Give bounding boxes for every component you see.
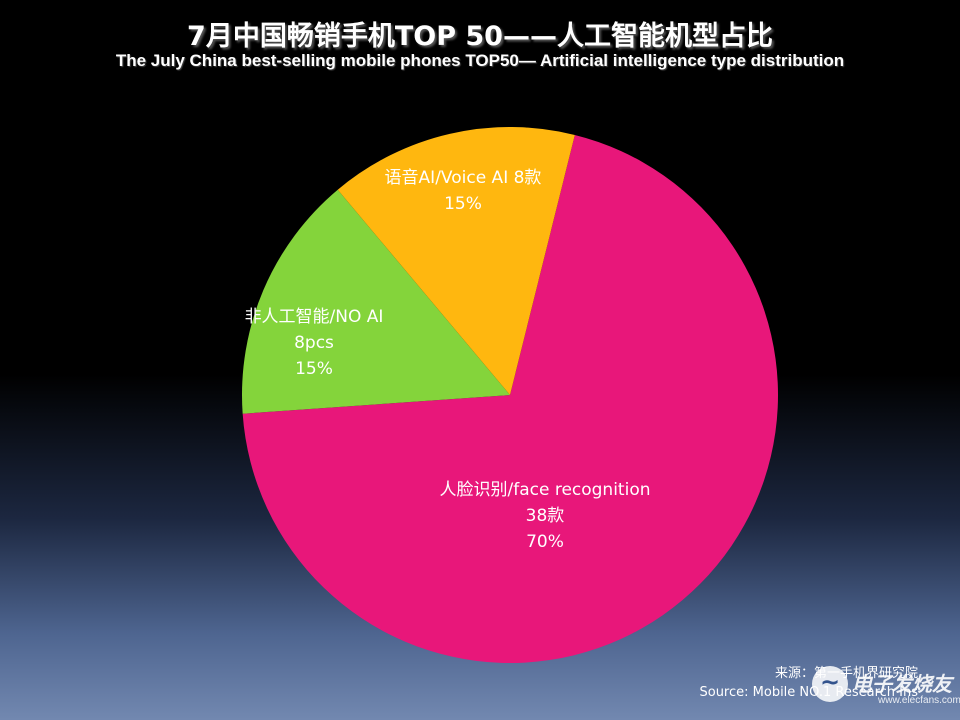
pie-slice-label-line: 非人工智能/NO AI — [245, 307, 384, 327]
watermark-name: 电子发烧友 — [852, 672, 952, 696]
pie-slice-label-line: 38款 — [526, 506, 565, 526]
pie-slice-label-line: 8pcs — [294, 333, 334, 353]
pie-slice-label-2: 非人工智能/NO AI 8pcs 15% — [245, 307, 384, 379]
pie-slice-label-line: 70% — [526, 532, 564, 552]
pie-slice-label-line: 人脸识别/face recognition — [439, 480, 650, 500]
pie-slice-label-line: 语音AI/Voice AI 8款 — [385, 168, 542, 188]
pie-slice-3 — [337, 126, 575, 395]
elecfans-watermark: 电子发烧友 www.elecfans.com — [812, 662, 960, 718]
pie-slice-1 — [242, 134, 778, 663]
pie-slice-label-3: 语音AI/Voice AI 8款 15% — [385, 168, 542, 214]
pie-slice-label-line: 15% — [295, 359, 333, 379]
elecfans-logo-icon — [812, 666, 848, 702]
source-note: 来源：第一手机界研究院 Source: Mobile NO.1 Research… — [699, 664, 918, 702]
chart-subtitle: The July China best-selling mobile phone… — [115, 51, 845, 70]
chart-title: 7月中国畅销手机TOP 50——人工智能机型占比 — [187, 21, 773, 52]
pie-slice-2 — [242, 189, 510, 414]
pie-slice-label-line: 15% — [444, 194, 482, 214]
source-line-en: Source: Mobile NO.1 Research Ins — [699, 685, 918, 700]
pie-slice-label-1: 人脸识别/face recognition 38款 70% — [439, 480, 650, 552]
watermark-url: www.elecfans.com — [878, 695, 960, 706]
